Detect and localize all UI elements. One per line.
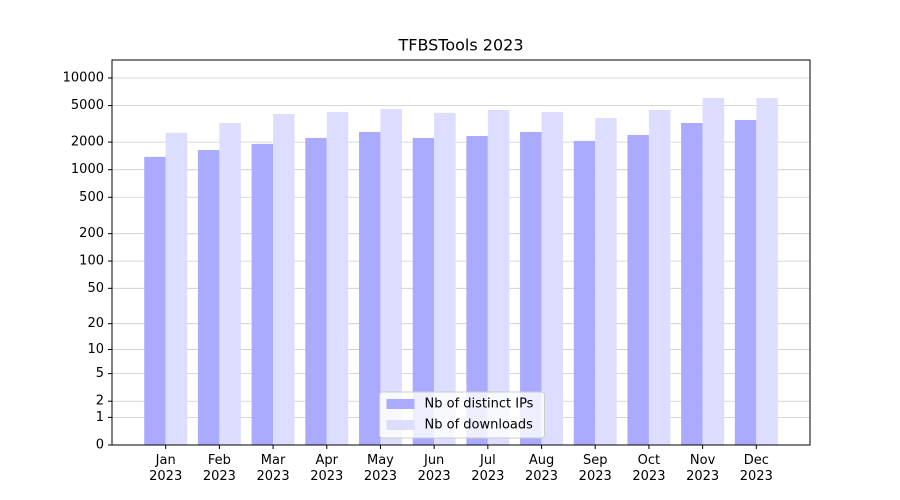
- bar: [197, 149, 220, 445]
- bar: [358, 131, 381, 445]
- bar: [648, 109, 671, 445]
- y-tick-label: 100: [79, 254, 104, 269]
- bar: [627, 134, 649, 445]
- bar: [412, 137, 435, 445]
- y-tick-label: 200: [79, 226, 104, 241]
- x-tick-label: Dec 2023: [739, 453, 773, 484]
- y-tick-label: 50: [87, 281, 104, 296]
- bar: [681, 122, 703, 445]
- y-tick-label: 500: [79, 190, 104, 205]
- plot-frame: [111, 59, 811, 446]
- x-tick-label: Apr 2023: [310, 453, 344, 484]
- y-tick-label: 2: [96, 394, 104, 409]
- y-tick-label: 5000: [71, 98, 104, 113]
- y-tick-label: 2000: [71, 135, 104, 150]
- x-tick-label: Jun 2023: [417, 453, 451, 484]
- bar: [466, 136, 488, 445]
- legend-label: Nb of downloads: [425, 418, 534, 433]
- x-tick-label: Aug 2023: [524, 453, 559, 484]
- bar: [326, 111, 349, 446]
- x-tick-label: Sep 2023: [578, 453, 612, 484]
- x-tick-label: Jul 2023: [471, 453, 505, 484]
- y-tick-label: 10: [87, 342, 104, 357]
- bar: [305, 137, 327, 445]
- legend-label: Nb of distinct IPs: [425, 397, 534, 412]
- y-tick-label: 20: [87, 316, 104, 331]
- legend-box: [379, 391, 545, 439]
- bar: [702, 97, 725, 445]
- bar: [219, 122, 241, 445]
- y-tick-label: 1000: [71, 162, 104, 177]
- chart-title: TFBSTools 2023: [397, 36, 523, 55]
- bar: [144, 156, 166, 446]
- legend-swatch: [386, 420, 415, 430]
- bar: [520, 131, 542, 445]
- y-tick-label: 1: [96, 410, 104, 425]
- bar: [573, 140, 596, 445]
- bar: [734, 120, 757, 445]
- bar: [380, 108, 402, 445]
- x-tick-label: Mar 2023: [256, 453, 290, 484]
- bar: [595, 118, 617, 445]
- x-tick-label: Jan 2023: [149, 453, 183, 484]
- x-tick-label: May 2023: [363, 453, 397, 484]
- bar: [165, 132, 188, 445]
- y-tick-label: 0: [96, 438, 104, 453]
- legend-swatch: [386, 399, 415, 409]
- bar: [273, 113, 295, 446]
- x-tick-label: Nov 2023: [686, 453, 720, 484]
- x-tick-label: Feb 2023: [202, 453, 236, 484]
- y-tick-label: 5: [96, 366, 104, 381]
- bar: [434, 112, 456, 446]
- legend: Nb of distinct IPs Nb of downloads: [379, 391, 545, 439]
- y-tick-label: 10000: [63, 70, 104, 85]
- bar: [756, 97, 778, 445]
- bar: [487, 109, 510, 445]
- bar: [541, 111, 564, 446]
- x-tick-label: Oct 2023: [632, 453, 666, 484]
- bar: [251, 143, 274, 445]
